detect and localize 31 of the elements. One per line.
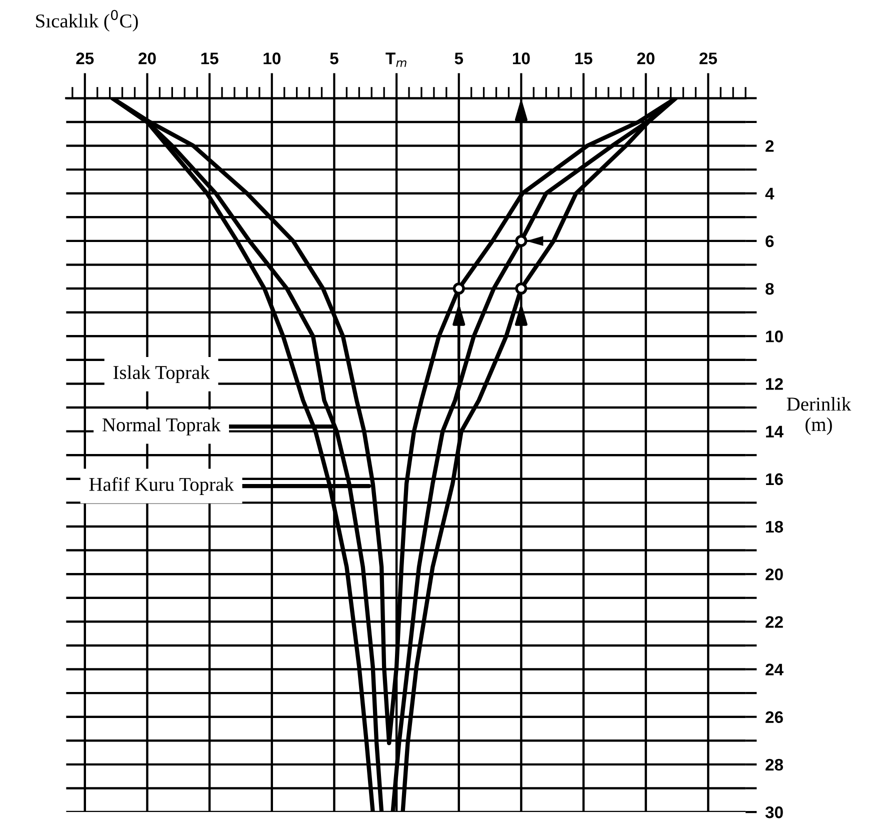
y-tick-label: 28	[766, 758, 784, 771]
y-tick-label: 30	[765, 806, 783, 818]
y-tick-label: 20	[766, 568, 783, 580]
x-tick-label: 25	[699, 52, 717, 64]
x-tick-label: 25	[76, 52, 94, 64]
x-tick-label: 15	[575, 52, 592, 64]
annotation: Hafif Kuru Toprak	[89, 477, 234, 495]
y-tick-label: 26	[766, 711, 783, 724]
y-tick-label: 6	[766, 235, 774, 248]
y-axis-title: Derinlik (m)	[786, 397, 852, 435]
x-tick-label: 20	[138, 52, 156, 64]
y-tick-label: 4	[765, 188, 774, 200]
y-tick-label: 12	[766, 378, 783, 390]
y-tick-label: 18	[766, 520, 784, 533]
y-tick-label: 8	[766, 282, 774, 295]
y-tick-label: 24	[766, 664, 784, 676]
y-tick-label: 10	[766, 330, 783, 342]
annotation: Islak Toprak	[113, 365, 210, 384]
x-tick-label: 10	[512, 52, 530, 64]
x-tick-label: 5	[454, 52, 464, 64]
y-tick-label: 16	[766, 473, 783, 486]
x-tick-label: 20	[637, 52, 654, 64]
annotation: Normal Toprak	[102, 418, 221, 436]
x-tick-label: 5	[330, 52, 338, 64]
x-tick-label: 15	[201, 52, 218, 64]
x-axis-title: Sıcaklık ($^{0}$C)	[36, 10, 138, 32]
x-tick-label: T$_{m}$	[386, 52, 406, 67]
y-tick-label: 14	[766, 426, 784, 438]
y-tick-label: 2	[766, 140, 774, 152]
x-tick-label: 10	[264, 52, 280, 64]
y-tick-label: 22	[766, 616, 783, 628]
